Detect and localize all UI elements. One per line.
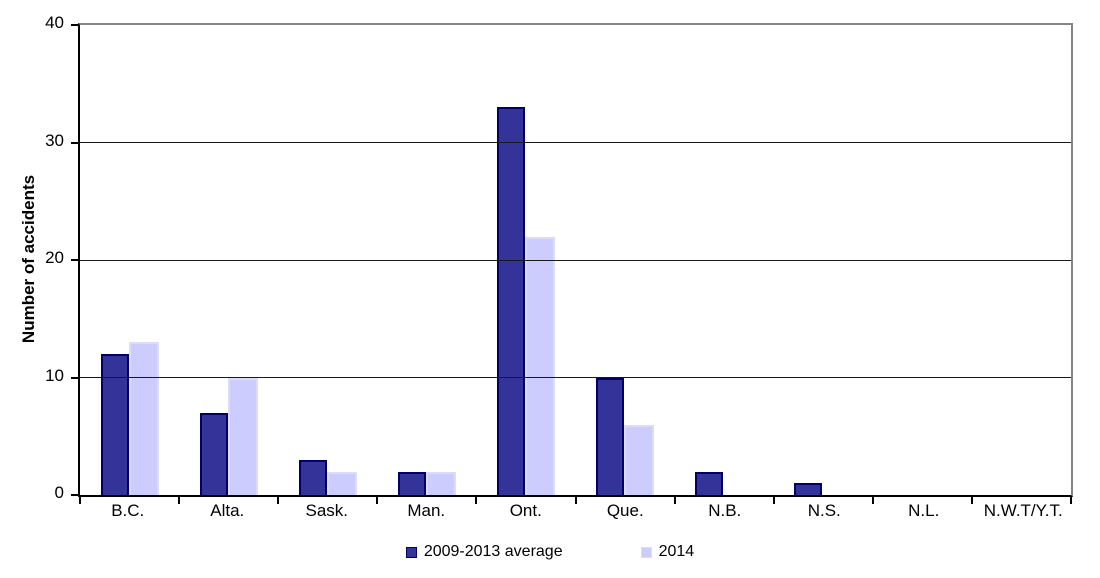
bar-2014-man bbox=[425, 471, 456, 495]
x-axis-label-sask: Sask. bbox=[305, 501, 349, 520]
y-axis-label-40: 40 bbox=[45, 13, 64, 32]
x-axis-label-n-l: N.L. bbox=[908, 501, 940, 520]
category-group-que bbox=[575, 25, 674, 495]
bar-2014-b-c bbox=[128, 342, 159, 495]
bar-2009-2013-average-n-b bbox=[695, 471, 724, 495]
x-axis-tick-5 bbox=[574, 497, 577, 504]
y-axis-label-10: 10 bbox=[45, 365, 64, 385]
x-axis-label-alta: Alta. bbox=[210, 501, 245, 520]
bar-2009-2013-average-man bbox=[397, 471, 426, 495]
x-axis-label-n-s: N.S. bbox=[807, 501, 841, 520]
plot-area bbox=[71, 23, 1073, 504]
x-axis-tick-9 bbox=[970, 497, 973, 504]
category-group-sask bbox=[278, 25, 377, 495]
bar-2009-2013-average-n-s bbox=[794, 483, 823, 495]
y-axis-label-30: 30 bbox=[45, 130, 64, 150]
bar-2014-sask bbox=[326, 471, 357, 495]
y-axis-tick-0 bbox=[71, 494, 78, 496]
x-axis-tick-6 bbox=[673, 497, 676, 504]
bar-2009-2013-average-b-c bbox=[100, 354, 129, 495]
y-axis-tick-40 bbox=[71, 24, 78, 26]
x-axis-tick-2 bbox=[277, 497, 280, 504]
x-axis-tick-0 bbox=[79, 497, 81, 504]
x-axis-tick-1 bbox=[178, 497, 181, 504]
category-group-man bbox=[377, 25, 476, 495]
bar-2009-2013-average-que bbox=[596, 377, 625, 495]
gridline-y-30 bbox=[80, 142, 1071, 143]
bar-2009-2013-average-sask bbox=[298, 459, 327, 495]
bar-2009-2013-average-ont bbox=[496, 107, 525, 495]
legend: 2009-2013 average 2014 bbox=[0, 543, 1100, 561]
bar-2014-ont bbox=[524, 236, 555, 495]
y-axis-label-0: 0 bbox=[54, 483, 64, 502]
x-axis-tick-4 bbox=[475, 497, 478, 504]
y-axis-tick-20 bbox=[71, 259, 78, 261]
legend-label-2014: 2014 bbox=[658, 543, 695, 560]
bar-2014-que bbox=[624, 424, 655, 495]
x-axis-label-ont: Ont. bbox=[509, 501, 542, 520]
category-group-n-b bbox=[675, 25, 774, 495]
legend-item-2014: 2014 bbox=[640, 543, 695, 561]
category-group-n-s bbox=[774, 25, 873, 495]
bar-2014-alta bbox=[227, 377, 258, 495]
x-axis-tick-7 bbox=[772, 497, 775, 504]
x-axis-label-n-w-t-y-t: N.W.T/Y.T. bbox=[983, 501, 1063, 520]
gridline-y-10 bbox=[80, 377, 1071, 378]
legend-swatch-2009-2013-average bbox=[405, 546, 417, 558]
y-axis-tick-30 bbox=[71, 141, 78, 144]
x-axis-tick-3 bbox=[376, 497, 379, 504]
x-axis-labels: B.C. Alta. Sask. Man. Ont. Que. N.B. N.S. N.L. N.… bbox=[78, 501, 1073, 521]
x-axis-label-que: Que. bbox=[606, 501, 644, 520]
x-axis-tick-8 bbox=[871, 497, 874, 504]
y-axis-tick-10 bbox=[71, 376, 78, 379]
x-axis-label-n-b: N.B. bbox=[708, 501, 742, 520]
x-axis-label-man: Man. bbox=[407, 501, 446, 520]
y-axis-label-20: 20 bbox=[45, 248, 64, 267]
legend-swatch-2014 bbox=[640, 546, 652, 558]
legend-label-2009-2013-average: 2009-2013 average bbox=[423, 543, 563, 560]
bar-2009-2013-average-alta bbox=[199, 412, 228, 495]
gridline-y-20 bbox=[80, 259, 1071, 261]
legend-item-2009-2013-average: 2009-2013 average bbox=[405, 543, 563, 561]
category-group-alta bbox=[179, 25, 278, 495]
x-axis-label-b-c: B.C. bbox=[111, 501, 145, 520]
bars-layer bbox=[80, 25, 1071, 495]
x-axis-tick-10 bbox=[1070, 497, 1072, 504]
category-group-ont bbox=[476, 25, 575, 495]
